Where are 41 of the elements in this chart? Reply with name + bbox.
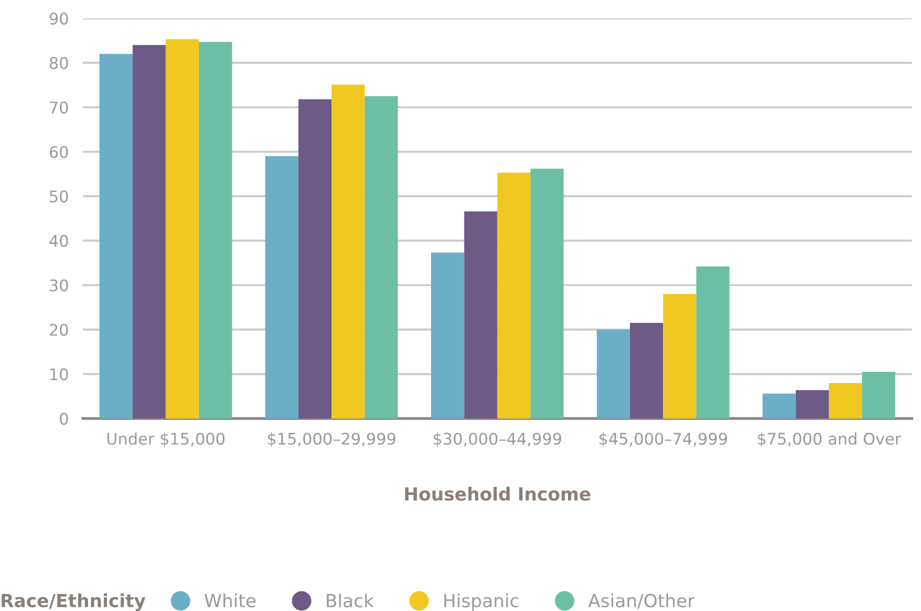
y-tick-label: 30 bbox=[50, 279, 68, 292]
bar bbox=[99, 54, 133, 419]
y-tick-label: 0 bbox=[60, 412, 68, 425]
y-tick-label: 80 bbox=[50, 57, 68, 70]
bar bbox=[497, 172, 530, 419]
x-tick-label: $30,000–44,999 bbox=[434, 432, 562, 447]
bar bbox=[166, 39, 199, 419]
bar bbox=[332, 84, 365, 419]
x-axis-title: Household Income bbox=[405, 486, 590, 501]
bar bbox=[364, 96, 398, 419]
bar bbox=[796, 390, 829, 419]
bar bbox=[696, 266, 730, 419]
bar bbox=[762, 394, 796, 419]
bar bbox=[630, 322, 664, 419]
bar bbox=[530, 168, 564, 419]
x-tick-label: $15,000–29,999 bbox=[268, 432, 396, 447]
bar bbox=[596, 330, 630, 419]
bar bbox=[198, 42, 232, 419]
bar bbox=[663, 294, 696, 419]
y-tick-label: 50 bbox=[50, 190, 68, 202]
y-tick-label: 60 bbox=[50, 146, 68, 158]
legend-label: Black bbox=[326, 593, 374, 608]
bar bbox=[265, 156, 298, 419]
x-tick-label: $75,000 and Over bbox=[758, 432, 902, 447]
bar bbox=[464, 211, 498, 419]
bar bbox=[862, 372, 896, 419]
bar bbox=[828, 382, 862, 419]
bar bbox=[431, 252, 464, 419]
bar bbox=[298, 99, 332, 419]
legend-title: Race/Ethnicity bbox=[2, 593, 146, 611]
x-tick-label: $45,000–74,999 bbox=[599, 432, 727, 447]
y-tick-label: 10 bbox=[50, 368, 68, 380]
y-tick-label: 40 bbox=[49, 234, 68, 247]
y-tick-label: 70 bbox=[50, 101, 68, 114]
x-tick-label: Under $15,000 bbox=[107, 432, 224, 447]
y-tick-label: 20 bbox=[50, 324, 68, 336]
legend-label: Hispanic bbox=[444, 593, 518, 611]
legend-label: White bbox=[204, 593, 256, 608]
legend-label: Asian/Other bbox=[588, 593, 695, 609]
y-tick-label: 90 bbox=[50, 12, 68, 25]
bar bbox=[132, 45, 166, 419]
